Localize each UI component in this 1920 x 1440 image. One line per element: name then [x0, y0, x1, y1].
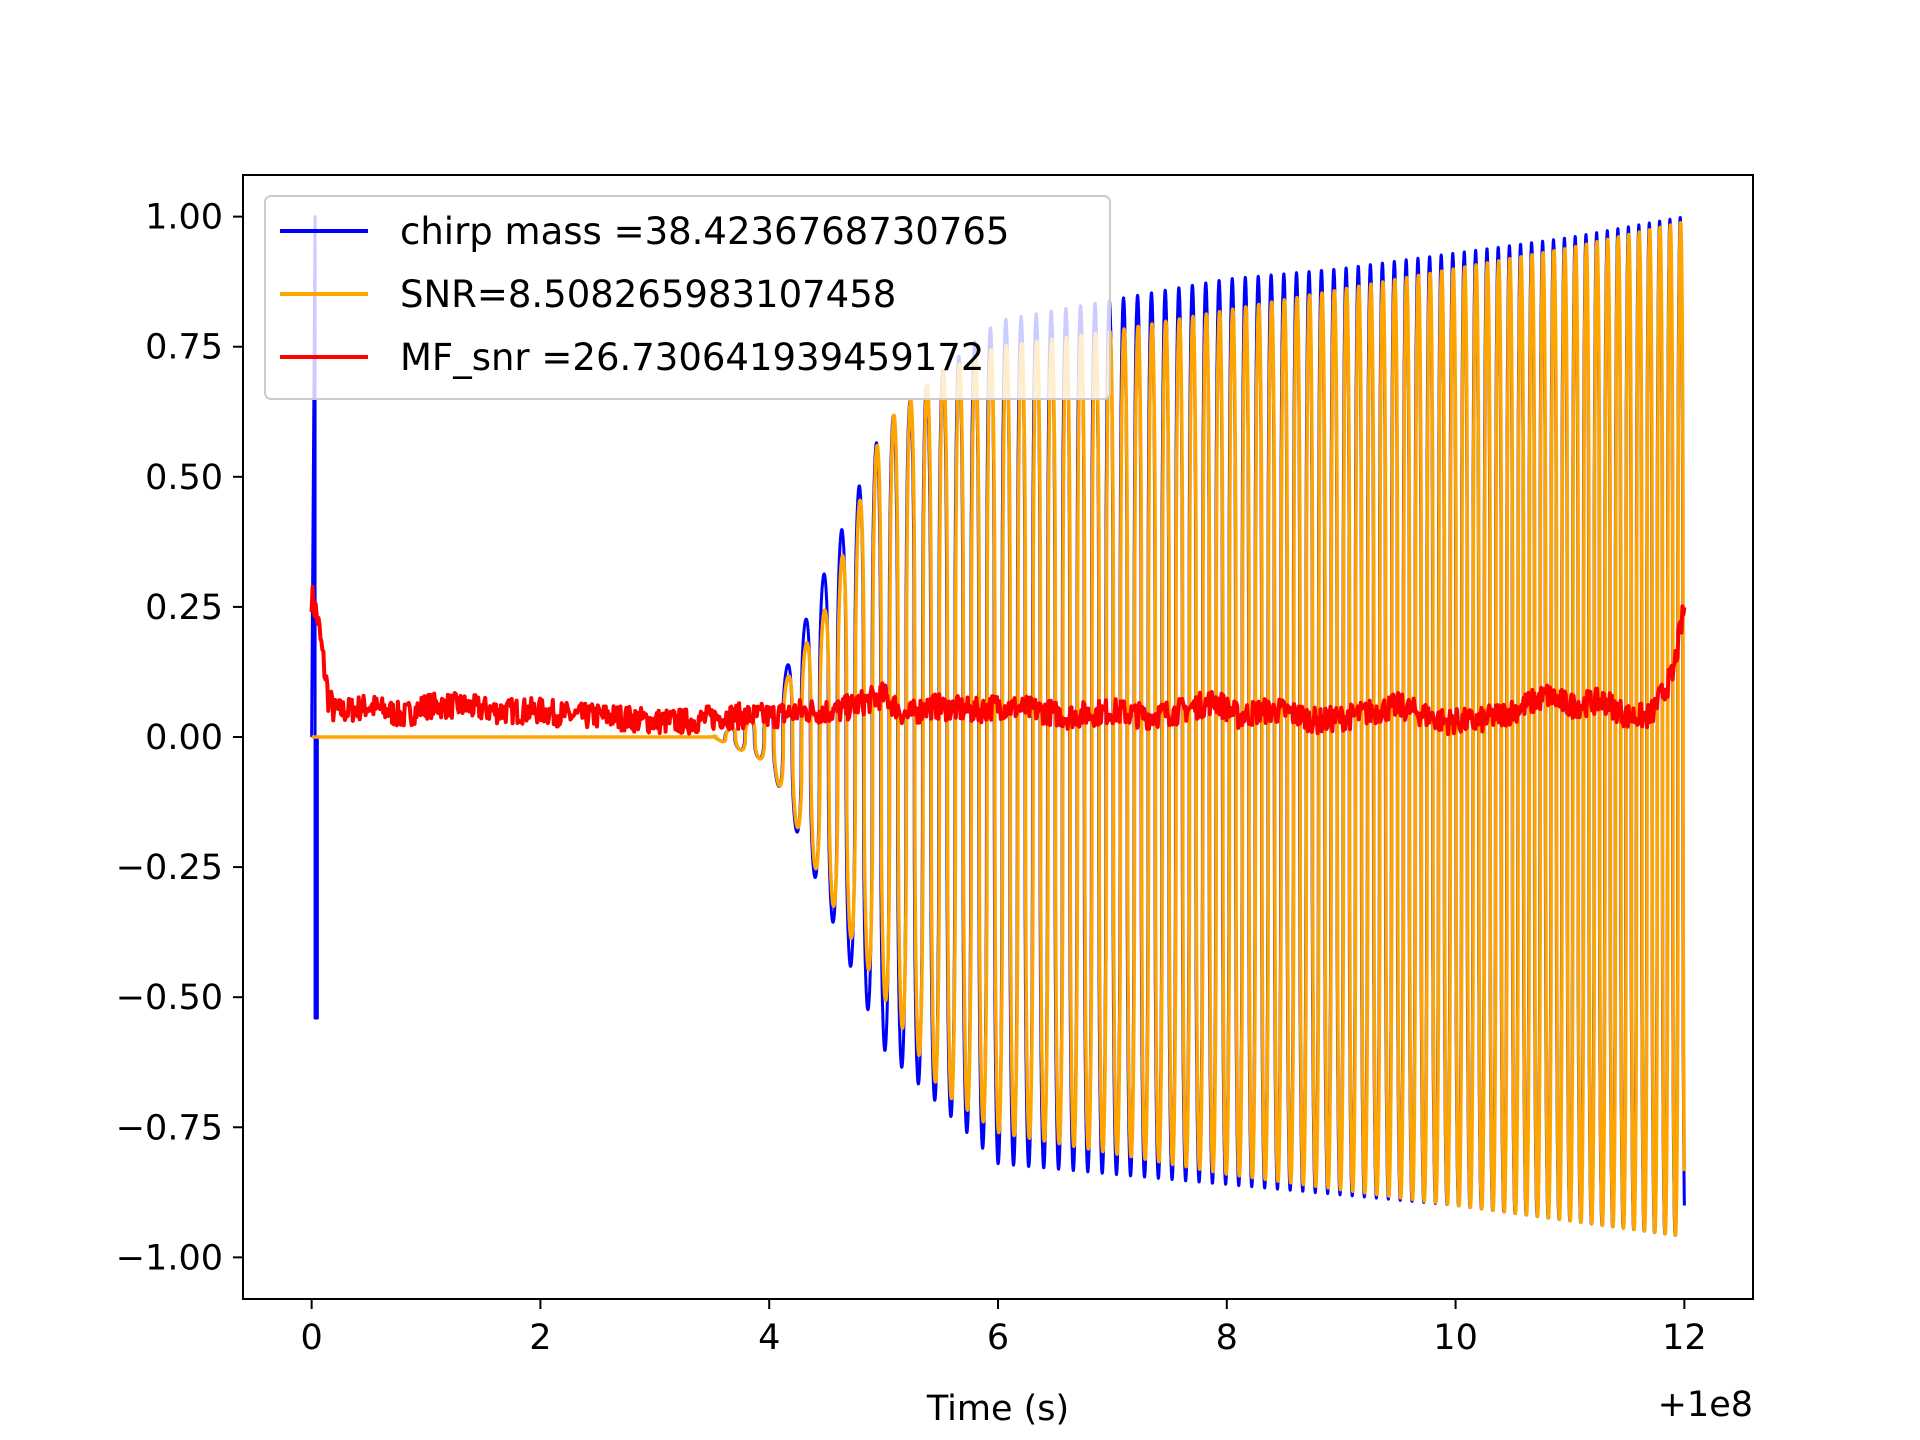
x-tick-label: 10	[1433, 1318, 1478, 1358]
x-tick-label: 4	[758, 1318, 780, 1358]
legend: chirp mass =38.4236768730765 SNR=8.508265…	[264, 195, 1111, 400]
legend-label: MF_snr =26.730641939459172	[400, 336, 984, 379]
y-tick-label: −0.75	[116, 1108, 223, 1148]
x-axis-offset-label: +1e8	[1658, 1385, 1753, 1425]
x-tick-label: 12	[1662, 1318, 1707, 1358]
y-tick-label: 1.00	[145, 198, 223, 238]
legend-label: SNR=8.508265983107458	[400, 273, 896, 316]
y-tick-label: 0.25	[145, 588, 223, 628]
y-tick-label: 0.75	[145, 328, 223, 368]
series-line-mf-snr	[309, 584, 1687, 737]
y-tick-label: −0.50	[116, 978, 223, 1018]
y-tick-label: 0.00	[145, 718, 223, 758]
x-axis: 0 2 4 6 8 10 12	[300, 1299, 1707, 1358]
plot-area	[309, 215, 1687, 1237]
y-tick-label: 0.50	[145, 458, 223, 498]
x-axis-label: Time (s)	[926, 1389, 1069, 1429]
y-tick-label: −1.00	[116, 1238, 223, 1278]
y-tick-label: −0.25	[116, 848, 223, 888]
x-tick-label: 8	[1216, 1318, 1238, 1358]
y-axis: 1.00 0.75 0.50 0.25 0.00 −0.25 −0.50 −0.75 −1.00	[116, 198, 243, 1278]
x-tick-label: 0	[300, 1318, 322, 1358]
legend-box	[264, 195, 1111, 400]
x-tick-label: 6	[987, 1318, 1009, 1358]
x-tick-label: 2	[529, 1318, 551, 1358]
series-line-snr	[311, 221, 1687, 1237]
legend-label: chirp mass =38.4236768730765	[400, 210, 1009, 253]
